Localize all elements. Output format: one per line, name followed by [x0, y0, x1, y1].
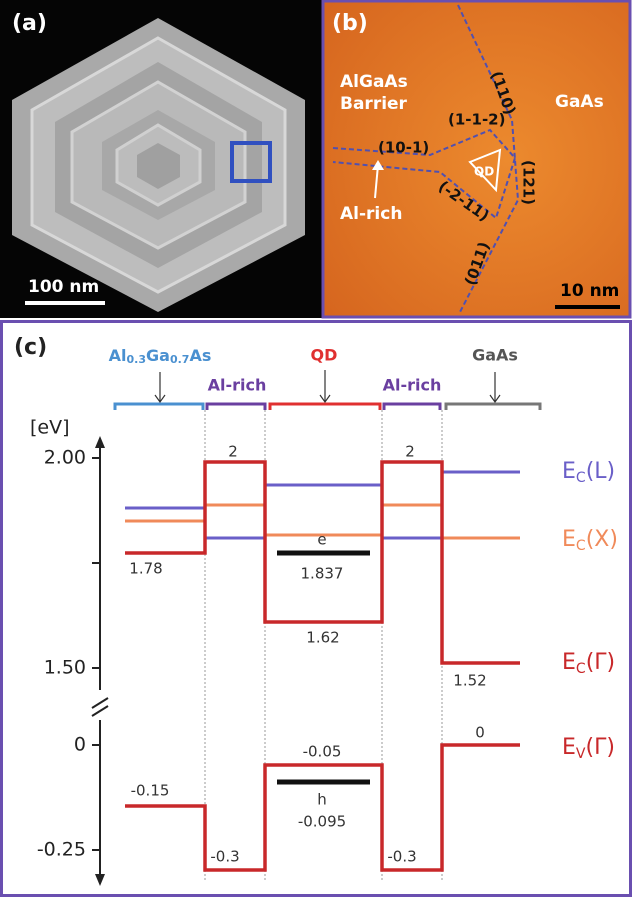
facet-label: (10-1)	[378, 139, 429, 157]
region-label: Barrier	[340, 94, 408, 114]
label-part: 0.7	[170, 353, 190, 366]
value-label: -0.15	[131, 782, 170, 800]
level-label: h	[317, 791, 327, 809]
label-part: 0.3	[127, 353, 147, 366]
panel-label: (c)	[14, 335, 47, 360]
value-label: 2	[405, 443, 415, 461]
value-label: -0.3	[387, 848, 416, 866]
panel-c: (c) Al0.3Ga0.7As Al-rich QD Al-rich GaAs	[2, 322, 631, 896]
scale-label: 10 nm	[560, 281, 619, 301]
facet-label: (121)	[520, 160, 538, 205]
region-label: GaAs	[555, 92, 604, 112]
band-label-part: C	[576, 470, 586, 486]
band-label-part: (Γ)	[586, 650, 615, 675]
band-label: EC(L)	[562, 459, 615, 486]
band-label-part: (Γ)	[585, 735, 614, 760]
panel-label: (b)	[332, 11, 368, 36]
label-part: Al	[109, 346, 127, 365]
band-label-part: (L)	[586, 459, 615, 484]
figure: (a) 100 nm (b) AlGaAs Barrier GaAs (110)…	[0, 0, 632, 897]
region-label: Al-rich	[208, 376, 267, 395]
region-label: AlGaAs	[340, 72, 408, 92]
band-label: EV(Γ)	[562, 735, 615, 762]
region-label: GaAs	[472, 346, 518, 365]
value-label: 1.78	[129, 560, 162, 578]
scale-label: 100 nm	[28, 277, 99, 297]
value-label: 2	[228, 443, 238, 461]
region-label: QD	[311, 346, 338, 365]
tick-label: 0	[74, 734, 86, 756]
value-label: 1.62	[306, 629, 339, 647]
tick-label: 1.50	[44, 657, 86, 679]
page: {"panels": [ {"label": "(a)", "scale_bar…	[0, 0, 632, 897]
band-label-part: E	[562, 459, 576, 484]
unit-label: [eV]	[30, 417, 70, 439]
value-label: -0.095	[298, 813, 346, 831]
band-label-part: V	[576, 746, 586, 762]
value-label: -0.3	[210, 848, 239, 866]
band-label-part: E	[562, 735, 576, 760]
band-label-part: (X)	[586, 527, 618, 552]
label-part: As	[189, 346, 211, 365]
panel-b: (b) AlGaAs Barrier GaAs (110) (10-1) (1-…	[323, 1, 630, 317]
band-label-part: C	[576, 661, 586, 677]
facet-label: (1-1-2)	[448, 111, 505, 129]
band-label-part: E	[562, 650, 576, 675]
band-label: EC(X)	[562, 527, 618, 554]
tick-label: 2.00	[44, 447, 86, 469]
value-label: -0.05	[303, 743, 342, 761]
region-label: Al0.3Ga0.7As	[109, 346, 212, 367]
panel-label: (a)	[12, 11, 47, 36]
value-label: 0	[475, 724, 485, 742]
region-label: Al-rich	[340, 204, 402, 224]
qd-label: QD	[474, 165, 494, 179]
tick-label: -0.25	[37, 839, 86, 861]
band-label: EC(Γ)	[562, 650, 615, 677]
label-part: Ga	[146, 346, 170, 365]
panel-frame	[2, 322, 631, 896]
level-label: e	[317, 531, 326, 549]
panel-a: (a) 100 nm	[0, 0, 322, 318]
value-label: 1.837	[301, 565, 344, 583]
region-label: Al-rich	[383, 376, 442, 395]
band-label-part: C	[576, 538, 586, 554]
value-label: 1.52	[453, 672, 486, 690]
band-label-part: E	[562, 527, 576, 552]
